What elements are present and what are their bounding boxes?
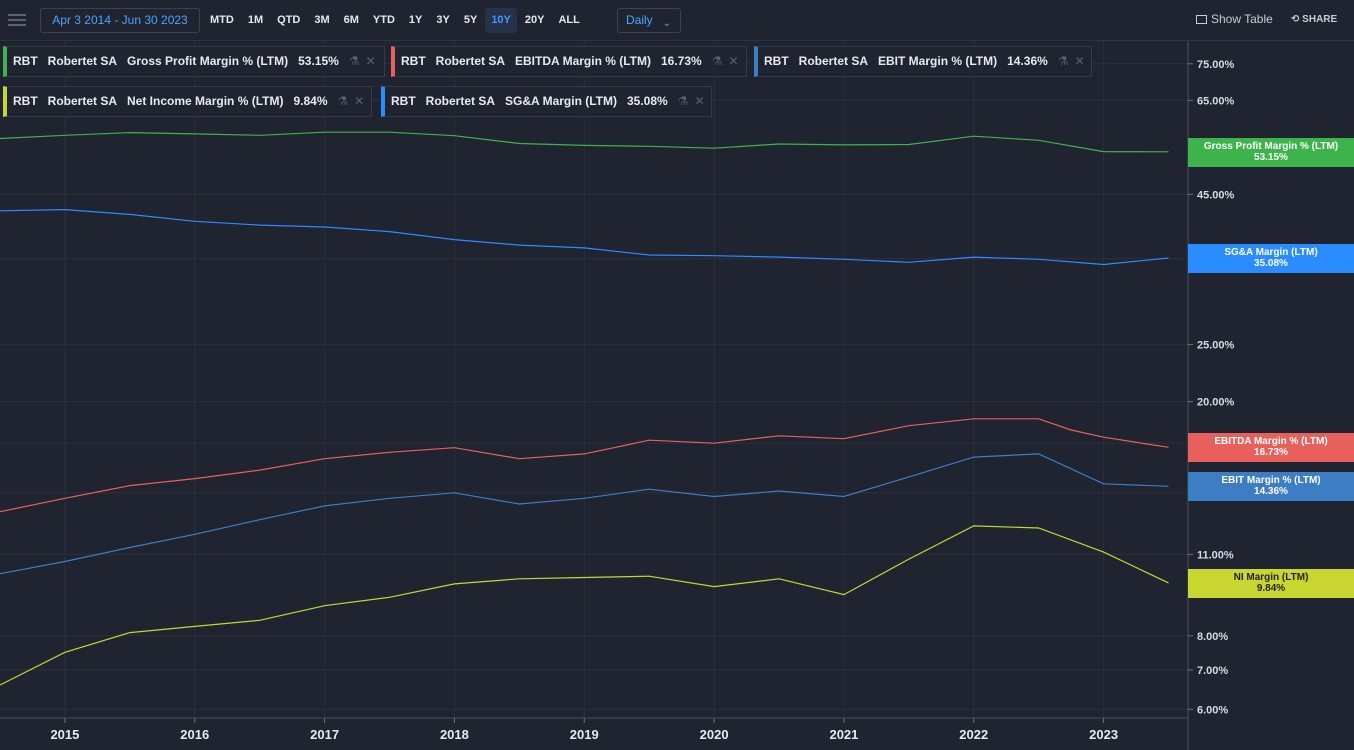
range-button-5y[interactable]: 5Y <box>463 14 478 26</box>
last-value-tag: Gross Profit Margin % (LTM) 53.15% <box>1188 137 1354 167</box>
close-icon[interactable]: ✕ <box>728 54 739 68</box>
legend-chip[interactable]: RBT Robertet SA EBITDA Margin % (LTM) 16.73… <box>391 46 747 77</box>
share-button[interactable]: ⟲ SHARE <box>1291 14 1337 25</box>
tag-value: 53.15% <box>1254 151 1288 163</box>
share-icon: ⟲ <box>1291 14 1300 25</box>
legend-value: 35.08% <box>627 94 668 108</box>
settings-icon[interactable]: ⚗ <box>711 54 723 68</box>
legend-chip[interactable]: RBT Robertet SA EBIT Margin % (LTM) 14.36% ⚗… <box>754 46 1092 77</box>
legend-metric: Gross Profit Margin % (LTM) <box>127 54 289 68</box>
legend-ticker: RBT <box>13 54 38 68</box>
range-button-10y[interactable]: 10Y <box>485 8 517 33</box>
line-chart[interactable]: 75.00%65.00%45.00%35.00%25.00%20.00%17.0… <box>0 41 1354 750</box>
tag-label: SG&A Margin (LTM) <box>1224 247 1318 258</box>
tag-value: 35.08% <box>1254 258 1288 269</box>
legend-company: Robertet SA <box>798 54 869 68</box>
x-tick-label: 2019 <box>570 727 599 742</box>
range-button-all[interactable]: ALL <box>558 14 580 26</box>
y-tick-label: 7.00% <box>1197 665 1228 677</box>
menu-icon[interactable] <box>8 11 26 27</box>
table-icon <box>1196 15 1207 24</box>
legend-metric: SG&A Margin (LTM) <box>505 94 617 108</box>
last-value-tag: SG&A Margin (LTM) 35.08% <box>1188 244 1354 273</box>
x-tick-label: 2017 <box>310 727 339 742</box>
legend-ticker: RBT <box>401 54 426 68</box>
chevron-down-icon: ⌄ <box>662 18 671 29</box>
legend-chip[interactable]: RBT Robertet SA SG&A Margin (LTM) 35.08% ⚗ ✕ <box>381 86 712 117</box>
y-tick-label: 8.00% <box>1197 631 1228 643</box>
tag-label: EBIT Margin % (LTM) <box>1221 475 1321 487</box>
show-table-button[interactable]: Show Table <box>1196 12 1273 26</box>
close-icon[interactable]: ✕ <box>1074 54 1085 68</box>
toolbar: Apr 3 2014 - Jun 30 2023 MTD 1M QTD 3M 6M YTD… <box>0 0 1354 41</box>
tag-value: 16.73% <box>1254 447 1288 459</box>
legend-metric: EBIT Margin % (LTM) <box>878 54 998 68</box>
x-tick-label: 2022 <box>959 727 988 742</box>
legend-value: 53.15% <box>298 54 339 68</box>
tag-label: Gross Profit Margin % (LTM) <box>1203 140 1339 152</box>
legend-metric: Net Income Margin % (LTM) <box>127 94 284 108</box>
legend-company: Robertet SA <box>435 54 506 68</box>
settings-icon[interactable]: ⚗ <box>677 94 689 108</box>
y-tick-label: 65.00% <box>1197 95 1235 107</box>
series-line[interactable] <box>0 453 1169 575</box>
interval-value: Daily <box>626 13 653 27</box>
range-button-1y[interactable]: 1Y <box>408 14 423 26</box>
show-table-label: Show Table <box>1211 12 1273 26</box>
range-button-3y[interactable]: 3Y <box>436 14 450 26</box>
legend-ticker: RBT <box>764 54 789 68</box>
close-icon[interactable]: ✕ <box>694 94 705 108</box>
legend-ticker: RBT <box>13 94 38 108</box>
tag-label: EBITDA Margin % (LTM) <box>1214 436 1328 448</box>
x-tick-label: 2021 <box>829 727 858 742</box>
legend-company: Robertet SA <box>425 94 496 108</box>
y-tick-label: 45.00% <box>1197 189 1235 201</box>
range-button-3m[interactable]: 3M <box>314 14 330 26</box>
series-line[interactable] <box>0 131 1169 153</box>
tag-label: NI Margin (LTM) <box>1233 571 1309 583</box>
series-line[interactable] <box>0 525 1169 686</box>
legend-chip[interactable]: RBT Robertet SA Gross Profit Margin % (LTM… <box>3 46 385 77</box>
tag-value: 9.84% <box>1256 582 1286 594</box>
y-tick-label: 75.00% <box>1197 59 1235 71</box>
x-tick-label: 2015 <box>50 727 79 742</box>
legend-chip[interactable]: RBT Robertet SA Net Income Margin % (LTM) 9… <box>3 86 372 117</box>
series-line[interactable] <box>0 418 1169 513</box>
legend-company: Robertet SA <box>47 94 118 108</box>
range-button-20y[interactable]: 20Y <box>524 14 545 26</box>
legend-company: Robertet SA <box>47 54 118 68</box>
close-icon[interactable]: ✕ <box>365 54 376 68</box>
x-tick-label: 2018 <box>440 727 469 742</box>
x-tick-label: 2016 <box>180 727 209 742</box>
legend-metric: EBITDA Margin % (LTM) <box>515 54 651 68</box>
y-tick-label: 11.00% <box>1197 549 1234 561</box>
legend-value: 16.73% <box>661 54 702 68</box>
series-line[interactable] <box>0 208 1169 266</box>
range-button-ytd[interactable]: YTD <box>372 14 395 26</box>
date-range-picker[interactable]: Apr 3 2014 - Jun 30 2023 <box>40 8 200 33</box>
range-button-6m[interactable]: 6M <box>343 14 359 26</box>
range-button-mtd[interactable]: MTD <box>210 14 234 26</box>
last-value-tag: EBITDA Margin % (LTM) 16.73% <box>1188 433 1354 463</box>
y-tick-label: 25.00% <box>1197 340 1235 352</box>
last-value-tag: NI Margin (LTM) 9.84% <box>1188 568 1354 598</box>
range-selector: MTD 1M QTD 3M 6M YTD 1Y 3Y 5Y 10Y 20Y ALL <box>204 8 588 33</box>
settings-icon[interactable]: ⚗ <box>348 54 360 68</box>
range-button-qtd[interactable]: QTD <box>277 14 301 26</box>
settings-icon[interactable]: ⚗ <box>337 94 349 108</box>
last-value-tag: EBIT Margin % (LTM) 14.36% <box>1188 472 1354 502</box>
legend-ticker: RBT <box>391 94 416 108</box>
x-tick-label: 2023 <box>1089 727 1118 742</box>
range-button-1m[interactable]: 1M <box>247 14 264 26</box>
share-label: SHARE <box>1302 14 1338 25</box>
interval-select[interactable]: Daily ⌄ <box>617 8 681 33</box>
settings-icon[interactable]: ⚗ <box>1057 54 1069 68</box>
legend-value: 14.36% <box>1007 54 1048 68</box>
tag-value: 14.36% <box>1254 486 1288 498</box>
y-tick-label: 6.00% <box>1197 704 1228 716</box>
y-tick-label: 20.00% <box>1197 397 1235 409</box>
close-icon[interactable]: ✕ <box>354 94 365 108</box>
x-tick-label: 2020 <box>700 727 729 742</box>
legend-value: 9.84% <box>293 94 328 108</box>
